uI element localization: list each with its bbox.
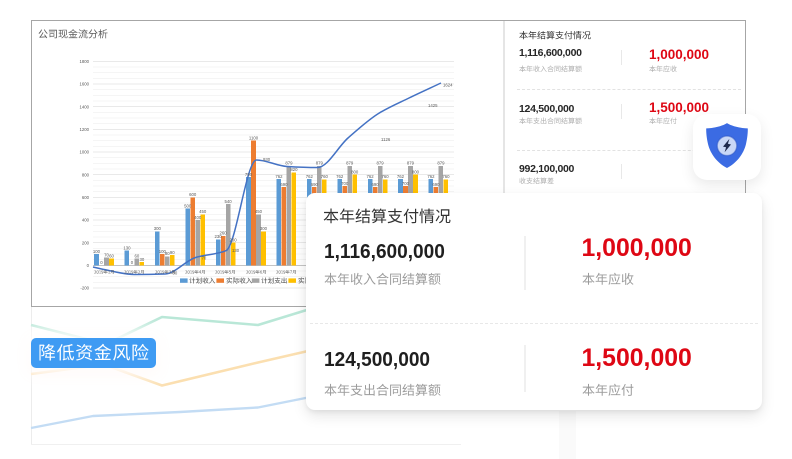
svg-text:800: 800	[412, 170, 420, 175]
svg-text:879: 879	[407, 161, 415, 166]
svg-text:60: 60	[109, 253, 114, 258]
svg-text:450: 450	[199, 209, 207, 214]
svg-text:70: 70	[202, 256, 207, 261]
svg-text:700: 700	[402, 181, 410, 186]
svg-text:300: 300	[154, 226, 162, 231]
svg-text:879: 879	[377, 161, 385, 166]
svg-text:1600: 1600	[79, 82, 89, 87]
svg-text:0: 0	[87, 263, 90, 268]
svg-text:760: 760	[382, 174, 390, 179]
svg-text:70: 70	[104, 252, 109, 257]
svg-text:690: 690	[432, 182, 440, 187]
svg-text:1624: 1624	[443, 83, 453, 88]
svg-text:879: 879	[346, 161, 354, 166]
svg-text:762: 762	[367, 174, 375, 179]
svg-text:200: 200	[82, 240, 90, 245]
svg-text:130: 130	[123, 245, 131, 250]
svg-text:450: 450	[255, 209, 263, 214]
svg-text:60: 60	[135, 253, 140, 258]
svg-text:100: 100	[93, 249, 101, 254]
svg-text:130: 130	[232, 248, 240, 253]
svg-text:0: 0	[131, 260, 134, 265]
svg-text:879: 879	[437, 161, 445, 166]
svg-text:1000: 1000	[79, 150, 89, 155]
svg-text:690: 690	[372, 182, 380, 187]
svg-text:820: 820	[290, 167, 298, 172]
svg-text:760: 760	[321, 174, 329, 179]
svg-text:600: 600	[189, 192, 197, 197]
svg-text:1400: 1400	[79, 104, 89, 109]
svg-text:879: 879	[285, 161, 293, 166]
svg-text:0: 0	[100, 260, 103, 265]
svg-text:1425: 1425	[428, 103, 438, 108]
svg-text:800: 800	[351, 170, 359, 175]
svg-text:80: 80	[165, 251, 170, 256]
svg-text:762: 762	[397, 174, 405, 179]
svg-text:400: 400	[82, 218, 90, 223]
svg-text:300: 300	[260, 226, 268, 231]
svg-text:100: 100	[159, 249, 167, 254]
svg-text:930: 930	[263, 157, 271, 162]
svg-text:762: 762	[336, 174, 344, 179]
svg-text:700: 700	[341, 181, 349, 186]
svg-text:762: 762	[275, 174, 283, 179]
svg-text:540: 540	[225, 199, 233, 204]
svg-text:500: 500	[184, 204, 192, 209]
svg-text:30: 30	[140, 257, 145, 262]
svg-text:600: 600	[82, 195, 90, 200]
svg-text:230: 230	[215, 234, 223, 239]
svg-text:1126: 1126	[381, 137, 391, 142]
svg-text:760: 760	[442, 174, 450, 179]
svg-text:1100: 1100	[249, 136, 259, 141]
svg-text:-80: -80	[171, 271, 178, 276]
svg-text:690: 690	[311, 182, 319, 187]
svg-text:1800: 1800	[79, 59, 89, 64]
svg-text:762: 762	[427, 174, 435, 179]
svg-text:260: 260	[220, 231, 228, 236]
svg-text:762: 762	[306, 174, 314, 179]
svg-text:879: 879	[316, 161, 324, 166]
svg-text:200: 200	[230, 238, 238, 243]
svg-text:780: 780	[245, 172, 253, 177]
svg-text:90: 90	[170, 250, 175, 255]
svg-text:1200: 1200	[79, 127, 89, 132]
svg-text:-200: -200	[80, 286, 89, 291]
svg-text:400: 400	[194, 215, 202, 220]
svg-text:800: 800	[82, 172, 90, 177]
svg-text:690: 690	[280, 182, 288, 187]
